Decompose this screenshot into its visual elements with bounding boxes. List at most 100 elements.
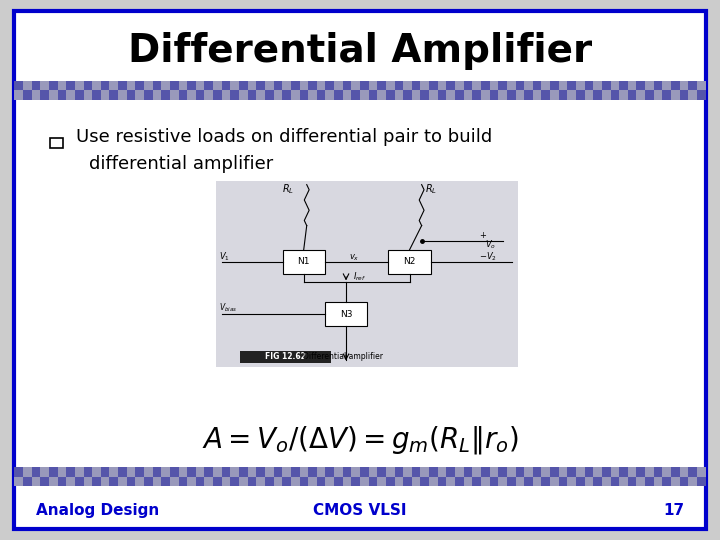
Bar — [240, 351, 331, 363]
Text: +: + — [479, 231, 486, 240]
Bar — [291, 81, 300, 91]
Bar — [265, 476, 274, 486]
Bar — [23, 467, 32, 476]
Bar — [239, 81, 248, 91]
Bar — [153, 91, 161, 100]
Bar — [40, 81, 49, 91]
Bar — [92, 467, 101, 476]
Bar — [308, 467, 317, 476]
Bar — [455, 81, 464, 91]
Bar — [395, 91, 403, 100]
Bar — [325, 476, 334, 486]
Text: N1: N1 — [297, 258, 310, 266]
Bar — [611, 476, 619, 486]
Bar — [49, 81, 58, 91]
Bar — [593, 81, 602, 91]
Bar — [170, 467, 179, 476]
Bar — [334, 91, 343, 100]
Bar — [688, 476, 697, 486]
Bar — [300, 476, 308, 486]
Bar — [32, 91, 40, 100]
Bar — [524, 81, 533, 91]
Bar — [317, 81, 325, 91]
Bar — [92, 91, 101, 100]
Bar — [550, 476, 559, 486]
Bar — [32, 467, 40, 476]
Bar — [351, 91, 360, 100]
Bar — [628, 467, 636, 476]
Bar — [179, 476, 187, 486]
Bar — [455, 91, 464, 100]
Bar — [248, 467, 256, 476]
Bar — [282, 250, 325, 274]
Bar — [248, 81, 256, 91]
Bar — [92, 81, 101, 91]
Bar — [636, 91, 645, 100]
Bar — [420, 476, 429, 486]
Bar — [84, 467, 92, 476]
Bar — [14, 81, 23, 91]
Bar — [109, 81, 118, 91]
Bar — [360, 81, 369, 91]
Bar — [187, 81, 196, 91]
Bar — [377, 467, 386, 476]
Bar — [127, 476, 135, 486]
Bar — [507, 81, 516, 91]
Bar — [593, 467, 602, 476]
Bar — [282, 81, 291, 91]
Bar — [533, 476, 541, 486]
Bar — [697, 81, 706, 91]
Bar — [671, 476, 680, 486]
Bar — [334, 476, 343, 486]
Bar — [671, 91, 680, 100]
Bar — [611, 467, 619, 476]
Bar — [58, 91, 66, 100]
Bar — [101, 476, 109, 486]
Bar — [118, 467, 127, 476]
Bar — [662, 91, 671, 100]
Bar — [265, 91, 274, 100]
Bar — [282, 467, 291, 476]
Bar — [222, 81, 230, 91]
Bar — [611, 91, 619, 100]
Bar — [602, 91, 611, 100]
Bar — [533, 81, 541, 91]
Bar — [455, 476, 464, 486]
Bar — [429, 476, 438, 486]
Bar — [395, 476, 403, 486]
Bar — [92, 476, 101, 486]
Text: Analog Design: Analog Design — [36, 503, 159, 518]
Bar — [636, 467, 645, 476]
Bar — [662, 81, 671, 91]
Bar — [144, 467, 153, 476]
Bar — [274, 91, 282, 100]
Bar — [144, 91, 153, 100]
Bar — [559, 467, 567, 476]
Bar — [481, 476, 490, 486]
Bar — [75, 467, 84, 476]
Bar — [256, 476, 265, 486]
Bar — [144, 81, 153, 91]
Bar — [567, 81, 576, 91]
Bar — [645, 81, 654, 91]
Bar — [282, 476, 291, 486]
Bar — [576, 476, 585, 486]
Bar — [619, 91, 628, 100]
Bar — [317, 476, 325, 486]
Bar — [585, 476, 593, 486]
Bar — [135, 467, 144, 476]
Bar — [446, 91, 455, 100]
Bar — [688, 467, 697, 476]
Bar — [490, 81, 498, 91]
Bar — [377, 81, 386, 91]
Bar — [230, 467, 239, 476]
Bar — [153, 476, 161, 486]
Bar — [636, 476, 645, 486]
Bar — [386, 81, 395, 91]
Bar — [671, 81, 680, 91]
Bar — [524, 91, 533, 100]
Bar — [343, 476, 351, 486]
Bar — [369, 467, 377, 476]
Bar — [308, 91, 317, 100]
Bar — [300, 467, 308, 476]
